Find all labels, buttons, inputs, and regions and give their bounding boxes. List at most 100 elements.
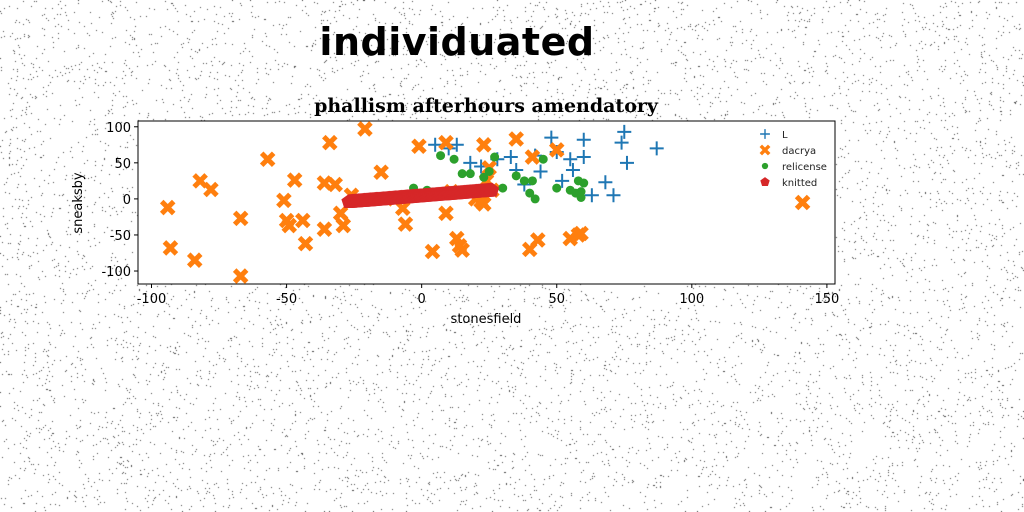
dacrya-point: [524, 149, 541, 165]
dacrya-point: [162, 240, 179, 256]
dacrya-point: [327, 176, 343, 193]
L-point: [576, 150, 591, 165]
dacrya-point: [476, 137, 492, 153]
dacrya-point: [186, 252, 203, 268]
L-point: [563, 152, 578, 167]
dacrya-point: [411, 138, 427, 155]
relicense-point: [576, 192, 586, 202]
dacrya-point: [286, 172, 303, 188]
relicense-point: [579, 178, 589, 188]
suptitle: individuated: [319, 20, 595, 64]
x-tick-label: 100: [679, 292, 704, 307]
y-tick-label: -100: [101, 265, 131, 280]
dacrya-point: [281, 217, 298, 234]
relicense-point: [498, 183, 508, 193]
dacrya-point: [259, 151, 276, 167]
relicense-point: [465, 169, 475, 179]
relicense-point: [530, 194, 540, 204]
L-point: [533, 164, 548, 179]
L-point: [463, 155, 478, 170]
y-axis-ticks: 100 50 0 -50 -100: [101, 121, 138, 280]
legend-marker-L: [760, 129, 770, 139]
legend-label: knitted: [782, 178, 817, 189]
L-point: [503, 150, 518, 165]
x-axis-ticks: -100 -50 0 50 100 150: [137, 284, 839, 307]
x-tick-label: 50: [548, 292, 565, 307]
relicense-point: [552, 183, 562, 193]
dacrya-point: [232, 210, 249, 227]
legend-marker-relicense: [761, 162, 769, 170]
relicense-point: [511, 171, 521, 181]
L-point: [606, 188, 621, 203]
x-tick-label: 150: [814, 292, 839, 307]
knitted-point: [484, 182, 500, 197]
L-point: [614, 135, 629, 150]
dacrya-point: [424, 243, 441, 260]
dacrya-point: [397, 216, 414, 232]
relicense-point: [479, 172, 489, 182]
x-axis-label: stonesfield: [451, 312, 522, 327]
relicense-point: [490, 152, 500, 162]
dacrya-point: [794, 194, 811, 211]
L-point: [555, 173, 570, 188]
dacrya-point: [530, 232, 546, 248]
legend-marker-dacrya: [759, 144, 771, 156]
y-tick-label: 100: [106, 121, 131, 136]
x-tick-label: -50: [276, 292, 297, 307]
L-point: [619, 155, 634, 170]
relicense-point: [457, 169, 467, 179]
relicense-point: [527, 176, 537, 186]
y-tick-label: -50: [110, 229, 131, 244]
dacrya-point: [573, 225, 589, 242]
dacrya-point: [203, 181, 219, 198]
legend-label: relicense: [782, 162, 827, 173]
dacrya-point: [159, 199, 176, 216]
legend-label: L: [782, 130, 788, 141]
relicense-point: [525, 188, 535, 198]
dacrya-point: [438, 134, 454, 151]
dacrya-point: [316, 175, 333, 191]
dacrya-point: [508, 131, 524, 147]
relicense-point: [484, 166, 494, 176]
legend-label: dacrya: [782, 146, 816, 157]
L-point: [544, 130, 559, 145]
x-tick-label: 0: [418, 292, 426, 307]
relicense-point: [436, 151, 446, 161]
dacrya-point: [295, 212, 311, 229]
L-point: [449, 137, 464, 152]
dacrya-point: [373, 164, 389, 180]
L-point: [598, 175, 613, 190]
dacrya-point: [454, 242, 470, 258]
L-point: [428, 137, 443, 152]
series-relicense: [409, 151, 589, 204]
relicense-point: [449, 154, 459, 164]
L-point: [565, 163, 580, 178]
dacrya-point: [297, 235, 314, 252]
dacrya-point: [335, 217, 352, 234]
relicense-point: [519, 176, 529, 186]
dacrya-point: [548, 142, 565, 158]
data-marks: [159, 121, 811, 284]
relicense-point: [538, 154, 548, 164]
L-point: [649, 141, 664, 156]
y-tick-label: 50: [114, 157, 131, 172]
dacrya-point: [438, 205, 454, 222]
dacrya-point: [357, 121, 373, 137]
y-axis-label: sneaksby: [71, 172, 86, 234]
dacrya-point: [332, 205, 349, 222]
dacrya-point: [232, 268, 249, 284]
dacrya-point: [322, 134, 338, 151]
y-tick-label: 0: [123, 193, 131, 208]
x-tick-label: -100: [137, 292, 167, 307]
dacrya-point: [316, 221, 333, 237]
chart-title: phallism afterhours amendatory: [314, 95, 659, 117]
dacrya-point: [276, 192, 292, 209]
L-point: [584, 188, 599, 203]
dacrya-point: [476, 196, 492, 212]
L-point: [576, 132, 591, 147]
series-knitted: [341, 182, 500, 208]
legend-marker-knitted: [760, 177, 770, 186]
L-point: [617, 124, 632, 139]
